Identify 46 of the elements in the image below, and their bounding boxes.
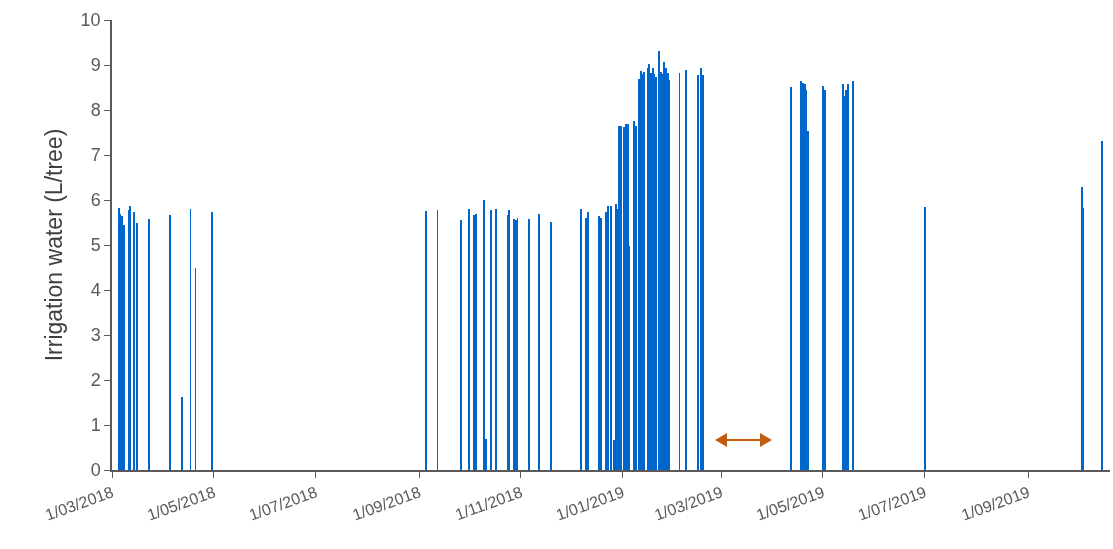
bar (790, 87, 792, 470)
bar (610, 206, 612, 470)
y-tick-label: 9 (90, 55, 101, 76)
y-tick-label: 10 (80, 10, 101, 31)
bar (211, 212, 213, 470)
bar (658, 51, 660, 470)
y-tick-label: 8 (90, 100, 101, 121)
bar (685, 70, 687, 470)
bar (580, 209, 582, 470)
bar (181, 397, 183, 470)
bar (607, 206, 609, 470)
bar (824, 90, 826, 470)
bar (924, 207, 926, 470)
bar (528, 219, 530, 470)
y-tick-label: 0 (90, 460, 101, 481)
bar (648, 64, 650, 470)
bar (847, 84, 849, 470)
y-tick-label: 5 (90, 235, 101, 256)
bar (483, 200, 485, 470)
bar (587, 212, 589, 470)
bar (460, 220, 462, 470)
bar (468, 209, 470, 470)
bar (550, 222, 552, 470)
bar (490, 210, 492, 470)
bar (425, 211, 427, 470)
bar (508, 210, 510, 470)
y-axis-title: Irrigation water (L/tree) (40, 128, 67, 362)
bar (633, 121, 635, 470)
bar (1101, 141, 1103, 470)
bar (169, 215, 171, 470)
bar (700, 68, 702, 470)
bar (822, 86, 824, 470)
y-tick-label: 4 (90, 280, 101, 301)
y-tick-label: 1 (90, 415, 101, 436)
bar (148, 219, 150, 470)
y-tick-label: 7 (90, 145, 101, 166)
bar (538, 214, 540, 470)
bar (842, 84, 844, 470)
bar (133, 212, 135, 470)
bar (623, 127, 625, 470)
bar (129, 206, 131, 470)
bar (495, 209, 497, 470)
y-tick-label: 2 (90, 370, 101, 391)
bar (852, 81, 854, 470)
y-tick-label: 6 (90, 190, 101, 211)
y-tick-label: 3 (90, 325, 101, 346)
